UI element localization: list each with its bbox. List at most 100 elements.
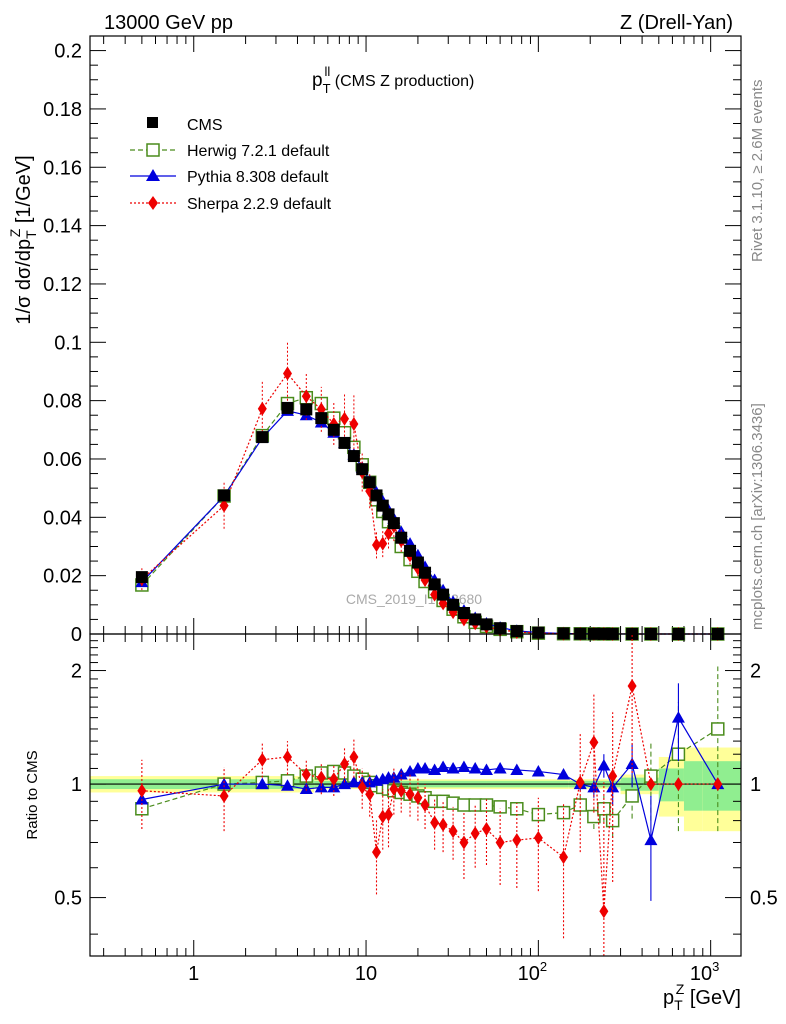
ratio-point-herwig	[625, 789, 639, 803]
legend-entry-sherpa: Sherpa 2.2.9 default	[130, 196, 332, 213]
ratio-point-sherpa	[627, 678, 637, 693]
main-point-cms	[135, 571, 148, 584]
main-point-cms	[411, 556, 424, 569]
xlabel-post: [GeV]	[684, 987, 741, 1009]
ratio-point-pythia	[557, 768, 571, 780]
xlabel-sub: T	[674, 997, 683, 1013]
ratio-point-sherpa	[329, 772, 339, 787]
ratio-point-sherpa	[608, 769, 618, 784]
main-point-cms	[387, 517, 400, 530]
ratio-point-pythia	[436, 760, 450, 772]
ratio-point-sherpa	[599, 904, 609, 919]
ratio-point-herwig	[587, 809, 601, 824]
main-ylabel-pre: 1/σ dσ/dp	[13, 239, 35, 325]
xtick-label: 1	[188, 963, 199, 985]
ratio-point-pythia	[457, 760, 471, 772]
ratio-point-sherpa	[219, 788, 229, 803]
ratio-point-pythia	[468, 761, 482, 774]
main-point-cms	[300, 403, 313, 416]
ratio-point-sherpa	[405, 787, 415, 802]
ratio-point-sherpa	[533, 830, 543, 845]
main-ytick-label: 0.2	[54, 41, 82, 63]
ratio-point-sherpa	[349, 749, 359, 764]
ratio-point-sherpa	[481, 822, 491, 837]
plot-title-sup: ll	[325, 64, 331, 79]
ratio-point-sherpa	[646, 777, 656, 792]
ratio-point-pythia	[217, 777, 231, 790]
main-point-cms	[510, 625, 523, 638]
ratio-point-pythia	[338, 777, 352, 790]
ratio-point-sherpa	[438, 817, 448, 832]
ratio-ylabel: Ratio to CMS	[24, 750, 41, 839]
ratio-ytick-label-right: 0.5	[750, 888, 778, 910]
legend-pythia-marker	[146, 169, 160, 181]
ratio-ytick-label-right: 1	[750, 774, 761, 796]
main-ylabel-sup: Z	[7, 228, 23, 237]
main-point-sherpa	[384, 526, 394, 541]
legend-sherpa-marker	[148, 196, 158, 210]
main-point-cms	[327, 423, 340, 436]
legend-pythia-label: Pythia 8.308 default	[187, 169, 329, 186]
ratio-point-herwig	[457, 798, 471, 812]
main-point-cms	[338, 436, 351, 449]
ratio-ytick-label: 0.5	[54, 888, 82, 910]
main-series	[135, 342, 725, 641]
ratio-point-herwig	[573, 798, 587, 812]
xtick-labels: 1 10 102 103	[188, 959, 719, 985]
main-ylabel: 1/σ dσ/dpTZ [1/GeV]	[7, 155, 39, 324]
ratio-point-sherpa	[413, 790, 423, 805]
main-point-sherpa	[340, 411, 350, 426]
main-point-sherpa	[430, 587, 440, 602]
ratio-point-herwig	[597, 802, 611, 816]
legend-entry-cms: CMS	[147, 117, 223, 134]
ratio-point-pythia	[280, 779, 294, 791]
main-point-cms	[469, 613, 482, 626]
ratio-ytick-label-right: 2	[750, 661, 761, 683]
ratio-ytick-label: 2	[71, 661, 82, 683]
xlabel-pre: p	[663, 987, 674, 1009]
ratio-point-sherpa	[420, 798, 430, 813]
ratio-point-sherpa	[340, 757, 350, 772]
ratio-point-pythia	[644, 833, 658, 846]
analysis-watermark: CMS_2019_I1753680	[346, 591, 482, 607]
ratio-point-sherpa	[448, 824, 458, 839]
ratio-point-sherpa	[673, 777, 683, 792]
ratio-point-herwig	[711, 722, 725, 736]
main-point-cms	[480, 618, 493, 631]
main-point-sherpa	[378, 536, 388, 551]
ratio-point-pythia	[671, 711, 685, 723]
main-point-cms	[404, 544, 417, 557]
main-panel: 00.020.040.060.080.10.120.140.160.180.2 …	[7, 35, 742, 646]
main-axis-ticks	[90, 36, 741, 635]
ratio-point-pythia	[394, 768, 408, 780]
ratio-point-sherpa	[713, 777, 723, 792]
main-point-cms	[395, 531, 408, 544]
main-ytick-label: 0.02	[43, 566, 82, 588]
plot-title-rest: (CMS Z production)	[330, 73, 474, 90]
ratio-point-sherpa	[384, 807, 394, 822]
header-process: Z (Drell-Yan)	[620, 12, 733, 34]
rivet-label: Rivet 3.1.10, ≥ 2.6M events	[749, 80, 766, 263]
main-point-cms	[347, 450, 360, 463]
main-ytick-label: 0.18	[43, 99, 82, 121]
main-ytick-label: 0.12	[43, 274, 82, 296]
ratio-point-pythia	[314, 780, 328, 793]
ratio-point-pythia	[510, 763, 524, 775]
main-point-cms	[532, 626, 545, 639]
xtick-label: 102	[518, 959, 547, 985]
main-point-cms	[428, 578, 441, 591]
main-ytick-label: 0.08	[43, 391, 82, 413]
ratio-point-pythia	[479, 763, 493, 775]
main-point-sherpa	[257, 401, 267, 416]
xlabel: pTZ [GeV]	[663, 981, 741, 1013]
ratio-point-sherpa	[559, 850, 569, 865]
ratio-point-pythia	[531, 764, 545, 777]
xlabel-sup: Z	[676, 981, 685, 997]
main-point-cms	[447, 598, 460, 611]
ratio-point-sherpa	[257, 752, 267, 767]
ratio-point-sherpa	[316, 770, 326, 785]
xtick-label: 103	[690, 959, 719, 985]
header-energy: 13000 GeV pp	[104, 12, 233, 34]
ratio-series	[135, 634, 725, 956]
